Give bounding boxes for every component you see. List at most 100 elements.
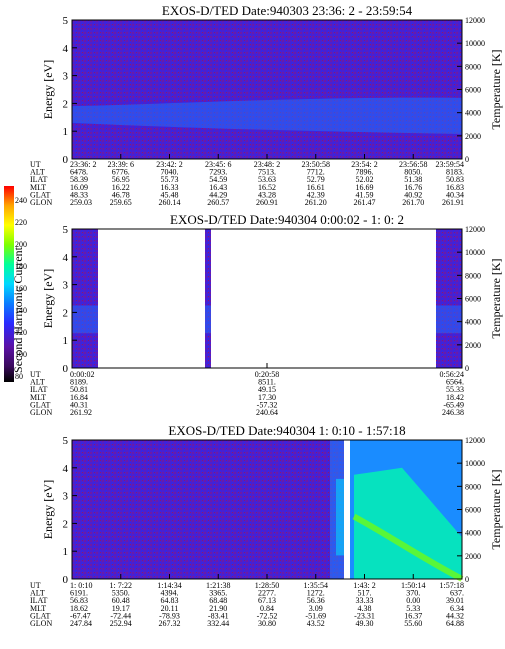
colorbar-tick-label: 80 [15, 372, 23, 381]
y-right-tick-label: 8000 [465, 62, 481, 71]
x-table-value: 260.91 [256, 198, 278, 207]
x-table-value: 23:56:58 [399, 160, 427, 169]
x-table-value: 33.33 [356, 596, 374, 605]
x-table-value: 68.48 [209, 596, 227, 605]
x-table-value: 16.22 [112, 183, 130, 192]
energy-band [72, 97, 462, 134]
x-table-value: 67.13 [258, 596, 276, 605]
y-tick-label: 0 [63, 574, 69, 586]
x-table-value: 18.62 [70, 604, 88, 613]
y-tick-label: 1 [63, 126, 69, 138]
x-table-value: 23:50:58 [302, 160, 330, 169]
x-table-value: 39.01 [446, 596, 464, 605]
row-label: MLT [30, 393, 46, 402]
x-table-value: 46.78 [112, 190, 130, 199]
x-table-value: 16.43 [209, 183, 227, 192]
x-table-value: 247.84 [70, 619, 92, 628]
x-table-value: 49.30 [356, 619, 374, 628]
y-right-tick-label: 0 [465, 575, 469, 584]
x-table-value: 41.59 [356, 190, 374, 199]
x-table-value: 16.09 [70, 183, 88, 192]
y-right-tick-label: 4000 [465, 529, 481, 538]
x-table-value: 23:36: 2 [70, 160, 96, 169]
x-table-value: 56.95 [112, 175, 130, 184]
x-table-value: 259.65 [110, 198, 132, 207]
energy-band [205, 305, 211, 334]
x-table-value: 261.92 [70, 408, 92, 417]
x-table-value: 261.47 [354, 198, 376, 207]
y-right-axis-label: Temperature [K] [489, 49, 503, 129]
x-table-value: 16.69 [356, 183, 374, 192]
x-table-value: 30.80 [258, 619, 276, 628]
y-right-axis-label: Temperature [K] [489, 469, 503, 549]
x-table-value: 0:56:24 [440, 370, 464, 379]
x-table-value: 1: 7:22 [110, 581, 132, 590]
x-table-value: 259.03 [70, 198, 92, 207]
x-table-value: -78.93 [159, 611, 180, 620]
row-label: GLAT [30, 611, 51, 620]
x-table-value: 1:21:38 [206, 581, 230, 590]
y-right-tick-label: 10000 [465, 248, 485, 257]
row-label: ILAT [30, 596, 47, 605]
x-table-value: 8189. [70, 378, 88, 387]
x-table-value: 16.83 [446, 183, 464, 192]
y-right-tick-label: 6000 [465, 86, 481, 95]
y-right-tick-label: 8000 [465, 271, 481, 280]
x-table-value: 6776. [112, 168, 130, 177]
y-right-axis-label: Temperature [K] [489, 258, 503, 338]
x-table-value: 5350. [112, 589, 130, 598]
colorbar-tick-label: 140 [15, 306, 27, 315]
y-right-tick-label: 2000 [465, 341, 481, 350]
x-table-value: 16.76 [404, 183, 422, 192]
y-right-tick-label: 4000 [465, 109, 481, 118]
x-table-value: 517. [358, 589, 372, 598]
x-table-value: 267.32 [159, 619, 181, 628]
x-table-value: 23:42: 2 [156, 160, 182, 169]
x-table-value: 3.09 [309, 604, 323, 613]
x-table-value: 16.84 [70, 393, 88, 402]
x-table-value: 332.44 [207, 619, 229, 628]
x-table-value: 16.33 [161, 183, 179, 192]
x-table-value: -23.31 [354, 611, 375, 620]
x-table-value: 53.63 [258, 175, 276, 184]
x-table-value: 1:57:18 [440, 581, 464, 590]
x-table-value: 48.33 [70, 190, 88, 199]
y-right-tick-label: 8000 [465, 482, 481, 491]
panel-title: EXOS-D/TED Date:940304 0:00:02 - 1: 0: 2 [170, 212, 404, 227]
x-table-value: 7896. [356, 168, 374, 177]
x-table-value: 6.34 [450, 604, 464, 613]
panel-title: EXOS-D/TED Date:940303 23:36: 2 - 23:59:… [162, 3, 413, 18]
y-right-tick-label: 0 [465, 155, 469, 164]
row-label: MLT [30, 183, 46, 192]
colorbar-tick-label: 240 [15, 196, 27, 205]
x-table-value: 370. [406, 589, 420, 598]
x-table-value: 1:43: 2 [353, 581, 375, 590]
x-table-value: 8511. [258, 378, 276, 387]
x-table-value: 56.36 [307, 596, 325, 605]
y-right-tick-label: 12000 [465, 225, 485, 234]
x-table-value: 7513. [258, 168, 276, 177]
y-tick-label: 4 [63, 463, 69, 475]
colorbar-tick-label: 180 [15, 262, 27, 271]
y-tick-label: 5 [63, 435, 69, 447]
x-table-value: -51.69 [305, 611, 326, 620]
y-right-tick-label: 12000 [465, 16, 485, 25]
x-table-value: 64.88 [446, 619, 464, 628]
x-table-value: 7293. [209, 168, 227, 177]
x-table-value: -72.52 [257, 611, 278, 620]
colorbar-tick-label: 160 [15, 284, 27, 293]
y-right-tick-label: 10000 [465, 459, 485, 468]
colorbar-tick-label: 220 [15, 218, 27, 227]
x-table-value: 54.59 [209, 175, 227, 184]
spectrogram [72, 20, 462, 159]
row-label: UT [30, 160, 41, 169]
x-table-value: 52.79 [307, 175, 325, 184]
x-table-value: 7040. [161, 168, 179, 177]
data-gap [344, 440, 350, 579]
x-table-value: 1: 0:10 [70, 581, 92, 590]
energy-band [354, 467, 462, 579]
x-table-value: 44.29 [209, 190, 227, 199]
x-table-value: 23:48: 2 [254, 160, 280, 169]
y-right-tick-label: 0 [465, 364, 469, 373]
x-table-value: -67.47 [70, 611, 91, 620]
